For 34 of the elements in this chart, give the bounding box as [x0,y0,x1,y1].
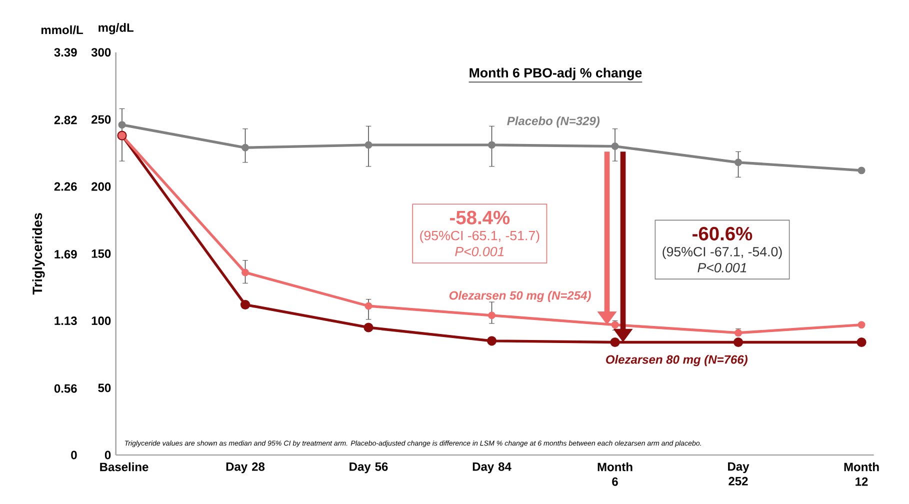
series-label: Olezarsen 80 mg (N=766) [606,354,748,366]
y-tick-label: 100 [92,316,111,326]
y-tick-label: 200 [92,182,111,191]
x-tick-label: Day 28 [226,462,265,474]
x-tick-label: Month 12 [844,462,879,486]
x-tick-label: Day 84 [472,462,512,474]
series-label: Placebo (N=329) [507,116,600,128]
series-label: Olezarsen 50 mg (N=254) [449,290,591,302]
annotation: P<0.001 [455,246,504,256]
text: mg/dL [98,23,134,34]
annotation: -60.6% [692,226,752,240]
annotation: (95%CI -65.1, -51.7) [420,230,540,243]
x-tick-label: Baseline [100,462,148,472]
y-tick-label: 250 [92,115,111,124]
text: Month 6 PBO-adj % change [470,68,642,80]
y2-tick-label: 3.39 [54,48,77,57]
y-tick-label: 50 [98,384,111,392]
annotation: P<0.001 [698,262,746,272]
y2-tick-label: 0 [71,450,77,460]
annotation: -58.4% [450,210,510,224]
annotation: (95%CI -67.1, -54.0) [662,246,782,260]
text: mmol/L [41,25,83,34]
y2-tick-label: 2.26 [54,182,77,191]
y2-tick-label: 0.56 [54,384,77,393]
x-tick-label: Month 6 [598,462,632,486]
x-tick-label: Day 252 [728,462,750,486]
y2-tick-label: 1.13 [54,316,77,326]
y2-tick-label: 1.69 [54,250,77,259]
y-tick-label: 150 [92,249,111,258]
y-tick-label: 0 [104,450,111,460]
y2-axis-title: Triglycerides [32,213,45,295]
y2-tick-label: 2.82 [54,116,77,124]
y-tick-label: 300 [91,48,111,57]
x-tick-label: Day 56 [350,462,388,474]
